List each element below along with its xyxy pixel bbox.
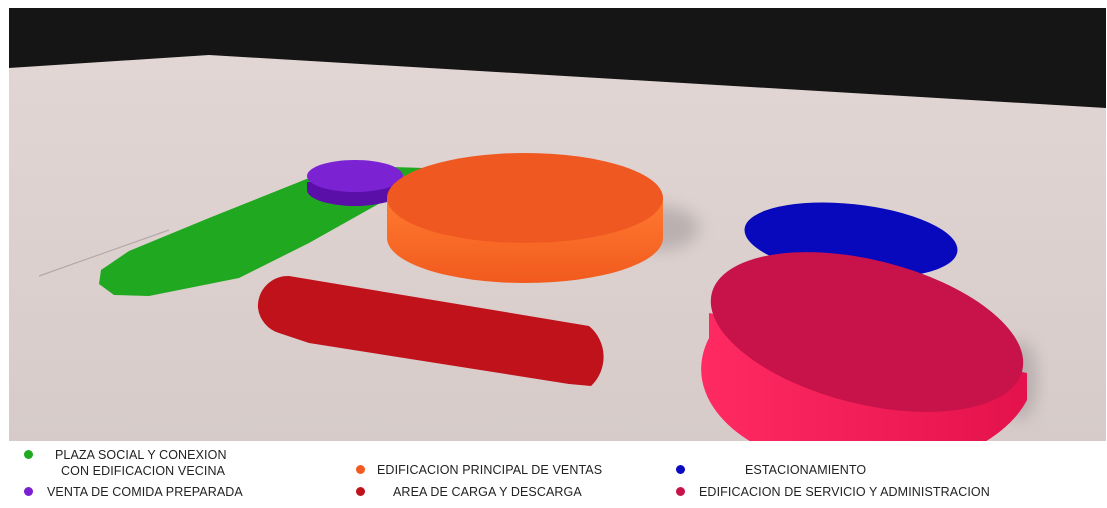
ground-guide-line (38, 229, 170, 277)
legend-item-venta-comida: VENTA DE COMIDA PREPARADA (24, 484, 243, 500)
massing-diagram-scene (9, 8, 1106, 441)
legend-label-estacionamiento: ESTACIONAMIENTO (745, 463, 867, 477)
legend-label-area-carga: AREA DE CARGA Y DESCARGA (393, 485, 582, 499)
legend-dot-venta-comida (24, 487, 33, 496)
legend-label-edificacion-principal: EDIFICACION PRINCIPAL DE VENTAS (377, 463, 603, 477)
legend-item-area-carga: AREA DE CARGA Y DESCARGA (356, 484, 582, 500)
legend-item-edificacion-principal: EDIFICACION PRINCIPAL DE VENTAS (356, 462, 602, 478)
legend-label-venta-comida: VENTA DE COMIDA PREPARADA (47, 485, 243, 499)
legend-dot-edificacion-principal (356, 465, 365, 474)
legend-dot-plaza (24, 450, 33, 459)
legend-label-plaza: PLAZA SOCIAL Y CONEXION CON EDIFICACION … (55, 447, 227, 479)
legend-item-edificacion-servicio: EDIFICACION DE SERVICIO Y ADMINISTRACION (676, 484, 990, 500)
zone-venta-comida (307, 160, 403, 206)
legend-dot-estacionamiento (676, 465, 685, 474)
legend-item-estacionamiento: ESTACIONAMIENTO (676, 462, 866, 478)
legend-dot-area-carga (356, 487, 365, 496)
legend-label-plaza-line1: PLAZA SOCIAL Y CONEXION (55, 448, 227, 462)
zone-area-carga (257, 275, 604, 386)
zone-edificacion-principal (387, 153, 663, 283)
legend-item-plaza: PLAZA SOCIAL Y CONEXION CON EDIFICACION … (24, 447, 227, 479)
zone-edificacion-servicio (701, 252, 1027, 441)
legend-label-edificacion-servicio: EDIFICACION DE SERVICIO Y ADMINISTRACION (699, 485, 990, 499)
legend-dot-edificacion-servicio (676, 487, 685, 496)
legend-label-plaza-line2: CON EDIFICACION VECINA (61, 464, 226, 478)
